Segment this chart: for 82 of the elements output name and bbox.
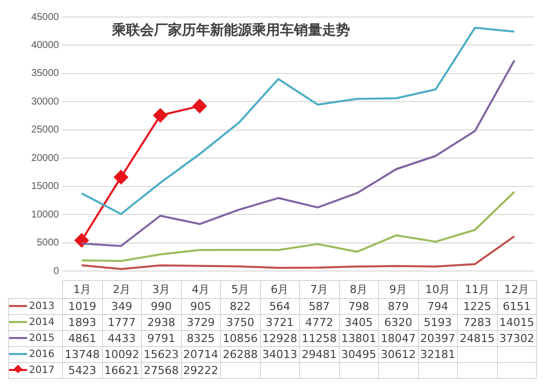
data-label: 11258 [300,330,339,346]
y-tick-label: 35000 [31,68,60,80]
data-label: 8325 [181,330,220,346]
y-tick-label: 0 [53,266,60,277]
data-label: 3405 [339,314,378,330]
y-tick-label: 30000 [31,96,60,108]
data-label: 1225 [458,298,497,314]
legend-label: 2015 [29,333,54,344]
x-tick-label: 3月 [142,280,181,298]
data-label: 13801 [339,330,378,346]
point [153,108,168,122]
data-label: 32181 [418,346,458,362]
data-label: 5423 [62,362,102,378]
data-label: 587 [300,298,339,314]
y-tick-label: 15000 [31,181,60,192]
data-label: 4433 [102,330,142,346]
data-label: 4861 [62,330,102,346]
point [192,99,207,114]
data-label: 29222 [181,362,220,378]
x-tick-label: 12月 [497,280,536,298]
data-label: 6151 [497,298,536,314]
data-label: 822 [220,298,260,314]
data-label: 1777 [102,314,142,330]
legend-label: 2013 [29,301,54,312]
data-label: 13748 [62,346,102,362]
y-tick-label: 45000 [31,12,60,23]
data-label: 349 [102,298,142,314]
point [74,233,89,248]
x-tick-label: 8月 [339,280,378,298]
data-label: 34013 [260,346,300,362]
data-label: 20714 [181,346,220,362]
data-label: 3721 [260,314,300,330]
data-label: 20397 [418,330,458,346]
data-label: 10092 [102,346,142,362]
data-label: 4772 [300,314,339,330]
data-label: 18047 [378,330,418,346]
data-label: 9791 [142,330,181,346]
data-label: 564 [260,298,300,314]
y-tick-label: 25000 [31,124,60,136]
data-label: 794 [418,298,458,314]
y-tick-label: 5000 [36,238,60,249]
data-label: 29481 [300,346,339,362]
x-tick-label: 1月 [62,280,102,298]
x-tick-label: 2月 [102,280,142,298]
data-label: 905 [181,298,220,314]
x-tick-label: 9月 [378,280,418,298]
data-label: 879 [378,298,418,314]
data-label: 3729 [181,314,220,330]
y-tick-label: 40000 [31,40,60,51]
data-label: 14015 [497,314,536,330]
data-label: 3750 [220,314,260,330]
data-label: 15623 [142,346,181,362]
data-label: 30612 [378,346,418,362]
data-label: 1019 [62,298,102,314]
x-tick-label: 5月 [220,280,260,298]
x-tick-label: 11月 [458,280,497,298]
data-label: 798 [339,298,378,314]
y-tick-label: 20000 [31,152,60,164]
data-label: 24815 [458,330,497,346]
legend-label: 2016 [29,349,54,360]
data-label: 26288 [220,346,260,362]
data-label: 30495 [339,346,378,362]
data-label: 2938 [142,314,181,330]
y-tick-label: 10000 [31,209,60,220]
data-label: 10856 [220,330,260,346]
data-label: 5193 [418,314,458,330]
x-tick-label: 7月 [300,280,339,298]
data-label: 16621 [102,362,142,378]
data-label: 12928 [260,330,300,346]
x-tick-label: 4月 [181,280,220,298]
point [114,170,128,184]
x-tick-label: 10月 [418,280,458,298]
legend-label: 2014 [29,317,54,328]
legend-label: 2017 [29,365,54,376]
data-label: 7283 [458,314,497,330]
data-label: 990 [142,298,181,314]
data-label: 37302 [497,330,536,346]
data-label: 6320 [378,314,418,330]
data-label: 27568 [142,362,181,378]
data-label: 1893 [62,314,102,330]
x-tick-label: 6月 [260,280,300,298]
chart-title: 乘联会厂家历年新能源乘用车销量走势 [111,22,350,39]
